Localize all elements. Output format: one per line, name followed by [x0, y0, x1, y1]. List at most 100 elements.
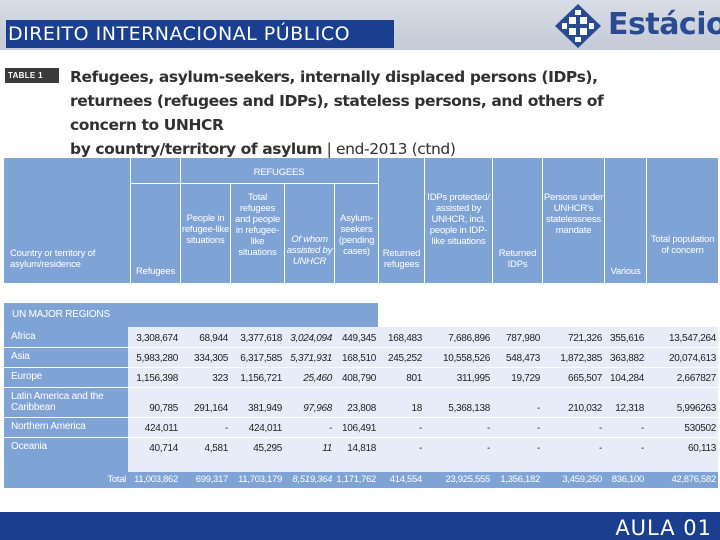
table-cell: 18 [411, 403, 422, 414]
table-cell: 3,377,618 [240, 333, 282, 344]
table-cell: - [640, 443, 644, 454]
table-cell: 210,032 [567, 403, 602, 414]
table-cell: 6,317,585 [240, 353, 282, 364]
table-cell: 323 [212, 373, 228, 384]
table-cell: 2,667827 [676, 373, 717, 384]
total-cell: 1,171,762 [336, 474, 376, 485]
table-cell: 449,345 [341, 333, 376, 344]
col-header-country: Country or territory of asylum/residence [10, 248, 96, 270]
col-header-asylum-seekers: Asylum-seekers (pending cases) [338, 213, 375, 257]
table-cell: 363,882 [609, 353, 644, 364]
table-cell: - [486, 423, 490, 434]
table-cell: 90,785 [149, 403, 178, 414]
total-cell: 8,519,364 [292, 474, 332, 485]
table-cell: - [536, 423, 540, 434]
total-cell: 23,925,555 [445, 474, 490, 485]
row-name: Africa [11, 331, 36, 342]
total-cell: 414,554 [389, 474, 423, 485]
table-label: TABLE 1 [5, 68, 59, 83]
table-cell: 1,872,385 [560, 353, 602, 364]
region-group-header: UN MAJOR REGIONS [4, 303, 378, 327]
table-cell: 20,074,613 [668, 353, 716, 364]
table-cell: 60,113 [687, 443, 716, 454]
logo-mark-icon [555, 4, 601, 48]
col-header-unhcr-assisted: Of whom assisted by UNHCR [286, 234, 333, 267]
table-cell: 801 [406, 373, 422, 384]
table-cell: 104,284 [609, 373, 644, 384]
table-cell: 5,371,931 [290, 353, 332, 364]
table-cell: 311,995 [456, 373, 491, 384]
table-cell: 3,024,094 [290, 333, 332, 344]
row-name: Oceania [11, 441, 47, 452]
table-cell: 424,011 [144, 423, 179, 434]
lesson-label: AULA 01 [615, 516, 712, 540]
table-cell: - [536, 443, 540, 454]
table-cell: 381,949 [247, 403, 282, 414]
table-title-line-2: returnees (refugees and IDPs), stateless… [70, 92, 604, 134]
table-cell: 7,686,896 [448, 333, 490, 344]
table-header: REFUGEES Country or territory of asylum/… [4, 158, 718, 309]
refugees-group-header: REFUGEES [253, 167, 305, 178]
table-cell: 291,164 [193, 403, 228, 414]
total-cell: 1,356,182 [500, 474, 540, 485]
table-cell: 25,460 [303, 373, 332, 384]
row-name: Asia [11, 351, 30, 362]
table-cell: - [536, 403, 540, 414]
col-header-various: Various [610, 266, 641, 277]
table-cell: - [486, 443, 490, 454]
table-cell: 11 [322, 443, 332, 454]
total-cell: 42,876,582 [671, 474, 716, 485]
table-title-line-3-light: | end-2013 (ctnd) [322, 140, 456, 158]
table-cell: 68,944 [199, 333, 228, 344]
footer-bar: AULA 01 [0, 512, 720, 540]
col-header-total-refugees: Total refugees and people in refugee-lik… [234, 192, 281, 258]
total-cell: 836,100 [611, 474, 645, 485]
table-cell: 5,368,138 [448, 403, 490, 414]
table-cell: 665,507 [567, 373, 602, 384]
col-header-idps: IDPs protected/ assisted by UNHCR, incl.… [427, 192, 490, 247]
row-name: Northern America [11, 421, 86, 432]
total-label: Total [107, 474, 126, 485]
table-cell: 424,011 [248, 423, 283, 434]
total-cell: 3,459,250 [562, 474, 602, 485]
logo-text: Estácio [608, 7, 720, 42]
slide-content: TABLE 1 Refugees, asylum-seekers, intern… [0, 50, 720, 512]
table-cell: 14,818 [347, 443, 376, 454]
table-cell: 40,714 [149, 443, 178, 454]
table-title: Refugees, asylum-seekers, internally dis… [70, 65, 630, 161]
refugees-table: REFUGEES Country or territory of asylum/… [4, 158, 718, 488]
table-cell: 10,558,526 [442, 353, 490, 364]
table-cell: 355,616 [609, 333, 644, 344]
table-cell: 408,790 [341, 373, 376, 384]
table-title-line-3-bold: by country/territory of asylum [70, 140, 323, 158]
table-cell: 721,326 [567, 333, 602, 344]
row-name: Europe [11, 371, 43, 382]
table-title-line-3: by country/territory of asylum | end-201… [70, 137, 630, 161]
table-cell: 530502 [684, 423, 716, 434]
table-cell: 4,581 [204, 443, 228, 454]
table-cell: - [418, 423, 422, 434]
row-name: Latin America and the Caribbean [11, 391, 104, 413]
total-row: Total 11,003,862 699,317 11,703,179 8,519,3… [4, 472, 718, 488]
table-cell: - [598, 443, 602, 454]
col-header-stateless: Persons under UNHCR's statelessness mand… [543, 192, 604, 236]
course-title: DIREITO INTERNACIONAL PÚBLICO [6, 20, 394, 48]
table-title-line-1: Refugees, asylum-seekers, internally dis… [70, 68, 598, 86]
col-header-returned-refugees: Returned refugees [382, 248, 421, 270]
table-cell: 23,808 [347, 403, 376, 414]
table-cell: 19,729 [511, 373, 540, 384]
table-cell: - [640, 423, 644, 434]
table-cell: 12,318 [615, 403, 644, 414]
col-header-refugees: Refugees [135, 266, 176, 277]
top-bar: DIREITO INTERNACIONAL PÚBLICO Estácio [0, 0, 720, 50]
table-cell: 168,510 [341, 353, 376, 364]
table-cell: - [328, 423, 332, 434]
estacio-logo: Estácio [552, 3, 720, 49]
col-header-refugee-like: People in refugee-like situations [181, 213, 230, 246]
table-cell: 5,983,280 [136, 353, 178, 364]
total-cell: 11,703,179 [238, 474, 282, 485]
table-cell: 245,252 [387, 353, 422, 364]
table-cell: 1,156,721 [240, 373, 282, 384]
table-cell: 1,156,398 [136, 373, 178, 384]
table-cell: 45,295 [253, 443, 282, 454]
